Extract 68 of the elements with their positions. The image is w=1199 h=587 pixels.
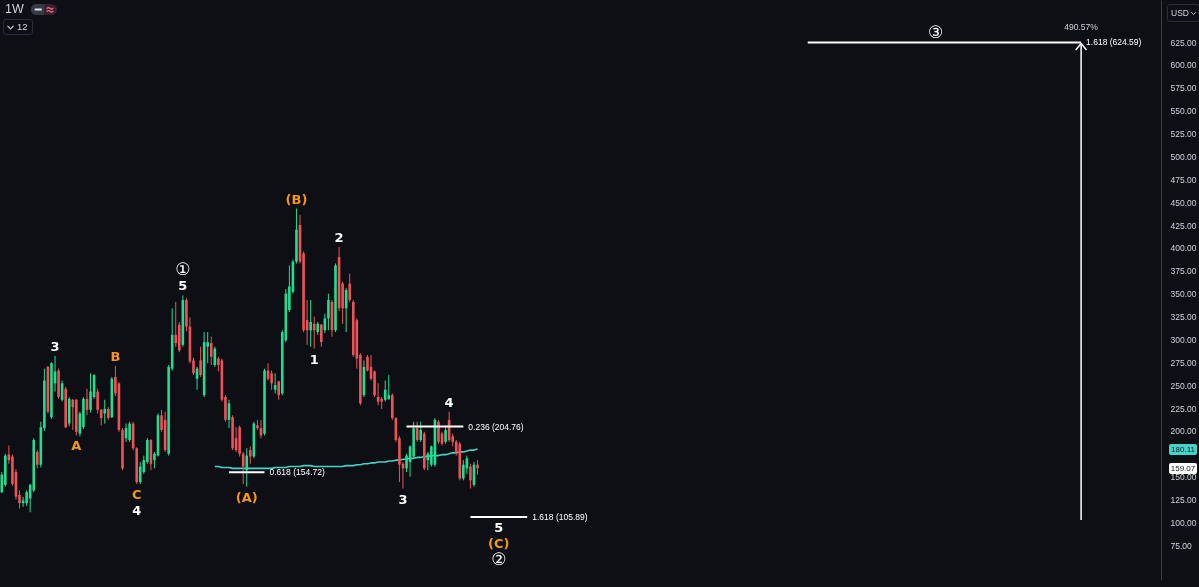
legend-label: 1.618 (624.59)	[1086, 37, 1142, 48]
annotation: 3	[398, 491, 408, 507]
series-label: 0.236 (204.76)	[468, 421, 524, 432]
annotation: 12	[17, 20, 28, 34]
y-tick-label: 300.00	[1170, 334, 1197, 345]
candlestick	[469, 463, 472, 490]
annotation: 3	[50, 338, 60, 354]
text: 180.11	[1169, 443, 1197, 455]
y-tick-label: 425.00	[1170, 220, 1197, 231]
candlestick	[327, 293, 330, 331]
candlestick	[348, 273, 352, 303]
y-tick-label: 400.00	[1170, 243, 1197, 254]
annotation: (C)	[488, 535, 510, 551]
y-tick-label: 125.00	[1170, 495, 1197, 505]
candlestick	[71, 398, 75, 431]
candlestick	[241, 451, 245, 485]
text: 159.07	[1169, 462, 1197, 474]
annotation: 1	[309, 351, 319, 367]
y-tick-label: 625.00	[1170, 37, 1197, 48]
y-tick-label: 275.00	[1170, 357, 1197, 368]
annotation: 5	[494, 519, 504, 535]
annotation: C	[131, 486, 142, 502]
y-tick-label: 475.00	[1170, 174, 1197, 185]
y-tick-label: 375.00	[1170, 266, 1197, 277]
candlestick	[174, 301, 178, 348]
annotation: 4	[444, 394, 454, 410]
annotation: 4	[132, 502, 142, 518]
annotation: B	[110, 348, 121, 364]
annotation: (B)	[285, 191, 308, 207]
y-tick-label: 350.00	[1170, 289, 1197, 300]
candlestick	[462, 459, 465, 481]
annotation: A	[71, 437, 82, 453]
y-tick-label: 450.00	[1170, 197, 1197, 208]
y-tick-label: 500.00	[1170, 151, 1197, 162]
y-tick-label: 100.00	[1170, 517, 1197, 528]
series-label: 1.618 (105.89)	[532, 511, 588, 522]
candlestick	[387, 374, 391, 401]
candlestick	[35, 449, 39, 469]
y-tick-label: 200.00	[1170, 426, 1197, 437]
candlestick	[437, 419, 440, 445]
candlestick	[89, 372, 92, 414]
line-series	[214, 448, 479, 470]
candlestick	[312, 316, 316, 350]
y-tick-label: 525.00	[1170, 129, 1197, 140]
y-tick-label: 75.00	[1170, 540, 1193, 551]
annotation: ③	[927, 21, 944, 42]
candlestick	[128, 421, 131, 443]
candlestick	[419, 421, 423, 443]
annotation: (A)	[235, 489, 258, 505]
text: USD	[1171, 7, 1189, 20]
series-label: 0.618 (154.72)	[269, 467, 325, 478]
y-tick-label: 250.00	[1170, 380, 1197, 391]
y-tick-label: 325.00	[1170, 312, 1197, 323]
y-tick-label: 600.00	[1170, 60, 1197, 71]
candlestick	[309, 299, 312, 348]
candlestick	[199, 346, 202, 378]
y-tick-label: 150.00	[1170, 472, 1197, 483]
annotation: 5	[178, 277, 188, 293]
annotation: 2	[334, 229, 344, 245]
chart-title: 1W	[5, 2, 24, 17]
annotation: ①	[175, 258, 191, 279]
y-tick-label: 550.00	[1170, 106, 1197, 117]
candlestick	[209, 336, 213, 366]
y-tick-label: 575.00	[1170, 83, 1197, 94]
candlestick	[96, 388, 99, 414]
y-tick-label: 225.00	[1170, 403, 1197, 414]
annotation: 490.57%	[1063, 22, 1099, 34]
candlestick	[320, 323, 323, 348]
